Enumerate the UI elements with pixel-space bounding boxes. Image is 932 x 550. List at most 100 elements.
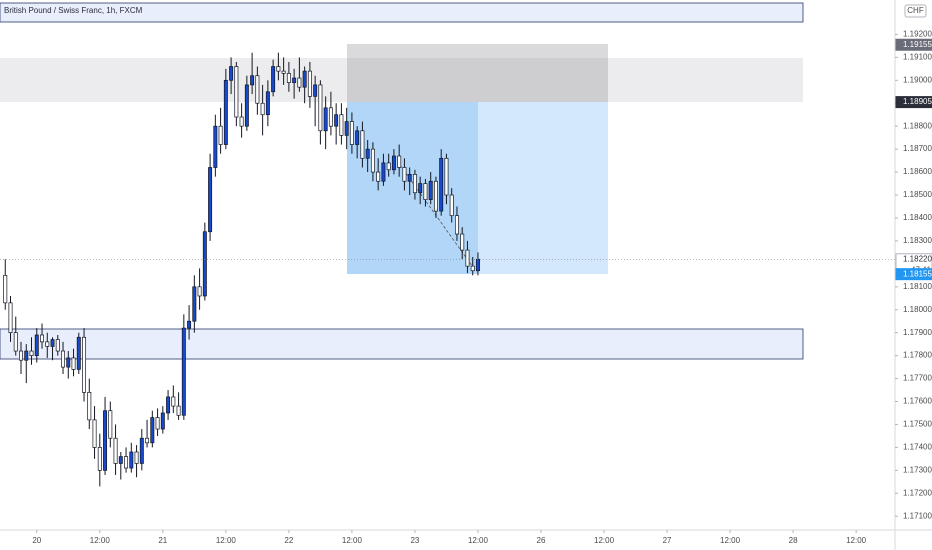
- zone-top: [0, 2, 804, 23]
- candle-body: [66, 357, 71, 368]
- y-tick-label: 1.17600: [903, 397, 932, 406]
- candle-body: [118, 456, 123, 464]
- x-tick-label: 22: [284, 536, 293, 545]
- candle-body: [134, 451, 139, 464]
- candle-body: [444, 157, 449, 196]
- currency: CHF: [907, 6, 924, 15]
- candle-body: [13, 332, 18, 352]
- candle-body: [439, 157, 444, 212]
- candle-body: [428, 180, 433, 200]
- price-label: 1.18220: [903, 254, 932, 263]
- y-tick-label: 1.19000: [903, 75, 932, 84]
- candle-body: [71, 357, 76, 370]
- zone-bottom: [0, 328, 804, 360]
- candle-body: [339, 114, 344, 136]
- x-tick-label: 20: [32, 536, 41, 545]
- y-tick-label: 1.17200: [903, 488, 932, 497]
- candle-body: [19, 350, 23, 361]
- y-tick-label: 1.18700: [903, 144, 932, 153]
- candle-body: [355, 130, 360, 145]
- candles: [3, 52, 480, 487]
- y-tick-label: 1.17300: [903, 465, 932, 474]
- y-tick-label: 1.19100: [903, 52, 932, 61]
- y-tick-label: 1.17700: [903, 374, 932, 383]
- currency-box[interactable]: [904, 4, 927, 18]
- candle-body: [349, 121, 354, 145]
- candle-body: [360, 130, 365, 159]
- x-tick-label: 12:00: [90, 536, 111, 545]
- candle-body: [213, 125, 218, 168]
- candle-body: [166, 396, 171, 414]
- candle-body: [292, 77, 297, 83]
- candle-body: [61, 350, 66, 368]
- candle-body: [302, 70, 307, 88]
- candle-body: [397, 155, 402, 168]
- candle-body: [45, 341, 50, 347]
- x-tick-label: 12:00: [216, 536, 237, 545]
- candle-body: [160, 412, 165, 430]
- y-tick-label: 1.18000: [903, 305, 932, 314]
- y-tick-label: 1.18300: [903, 236, 932, 245]
- candle-body: [87, 391, 92, 421]
- candle-body: [334, 114, 339, 127]
- candle-body: [365, 148, 370, 159]
- candle-body: [244, 84, 249, 127]
- candle-body: [103, 410, 108, 471]
- candle-body: [391, 155, 396, 171]
- candle-body: [229, 66, 234, 81]
- candle-body: [171, 396, 176, 407]
- candle-body: [250, 75, 255, 86]
- x-tick-label: 12:00: [468, 536, 489, 545]
- price-label: 1.18905: [903, 97, 932, 106]
- candle-body: [192, 286, 197, 322]
- candle-body: [418, 183, 423, 194]
- candle-body: [271, 66, 276, 93]
- candle-body: [55, 339, 60, 352]
- candle-body: [124, 456, 129, 469]
- candle-body: [328, 107, 333, 127]
- x-tick-label: 21: [158, 536, 167, 545]
- x-tick-label: 27: [663, 536, 672, 545]
- candle-body: [202, 231, 207, 297]
- candle-body: [76, 336, 81, 370]
- candle-body: [313, 84, 318, 97]
- candle-body: [139, 437, 144, 464]
- candle-body: [34, 334, 39, 356]
- candle-body: [129, 451, 134, 469]
- candle-body: [29, 350, 34, 356]
- candle-body: [113, 437, 118, 464]
- candle-body: [470, 265, 475, 272]
- candle-body: [145, 437, 150, 444]
- candle-body: [155, 417, 160, 430]
- y-tick-label: 1.17900: [903, 328, 932, 337]
- candle-body: [323, 107, 328, 132]
- x-tick-label: 12:00: [342, 536, 363, 545]
- candle-body: [318, 84, 323, 132]
- candle-body: [255, 75, 260, 104]
- candle-body: [376, 171, 381, 182]
- candle-body: [386, 162, 391, 171]
- candle-body: [82, 336, 87, 393]
- candle-body: [449, 194, 454, 217]
- candle-body: [407, 174, 412, 182]
- price-label-box: [895, 96, 932, 109]
- candle-body: [260, 102, 265, 116]
- y-tick-label: 1.17100: [903, 511, 932, 520]
- candle-body: [3, 274, 8, 304]
- candle-body: [208, 167, 213, 233]
- y-tick-label: 1.18600: [903, 167, 932, 176]
- y-tick-label: 1.18500: [903, 190, 932, 199]
- target-zone-filled: [347, 102, 478, 274]
- price-label-box: [895, 38, 932, 51]
- candle-body: [239, 116, 244, 127]
- candle-body: [381, 162, 386, 182]
- x-tick-label: 12:00: [594, 536, 615, 545]
- candle-body: [24, 350, 29, 361]
- candle-body: [50, 339, 55, 347]
- y-tick-label: 1.17400: [903, 443, 932, 452]
- candle-body: [286, 73, 291, 83]
- candle-body: [423, 183, 428, 200]
- candle-body: [8, 302, 13, 334]
- candle-body: [150, 417, 155, 444]
